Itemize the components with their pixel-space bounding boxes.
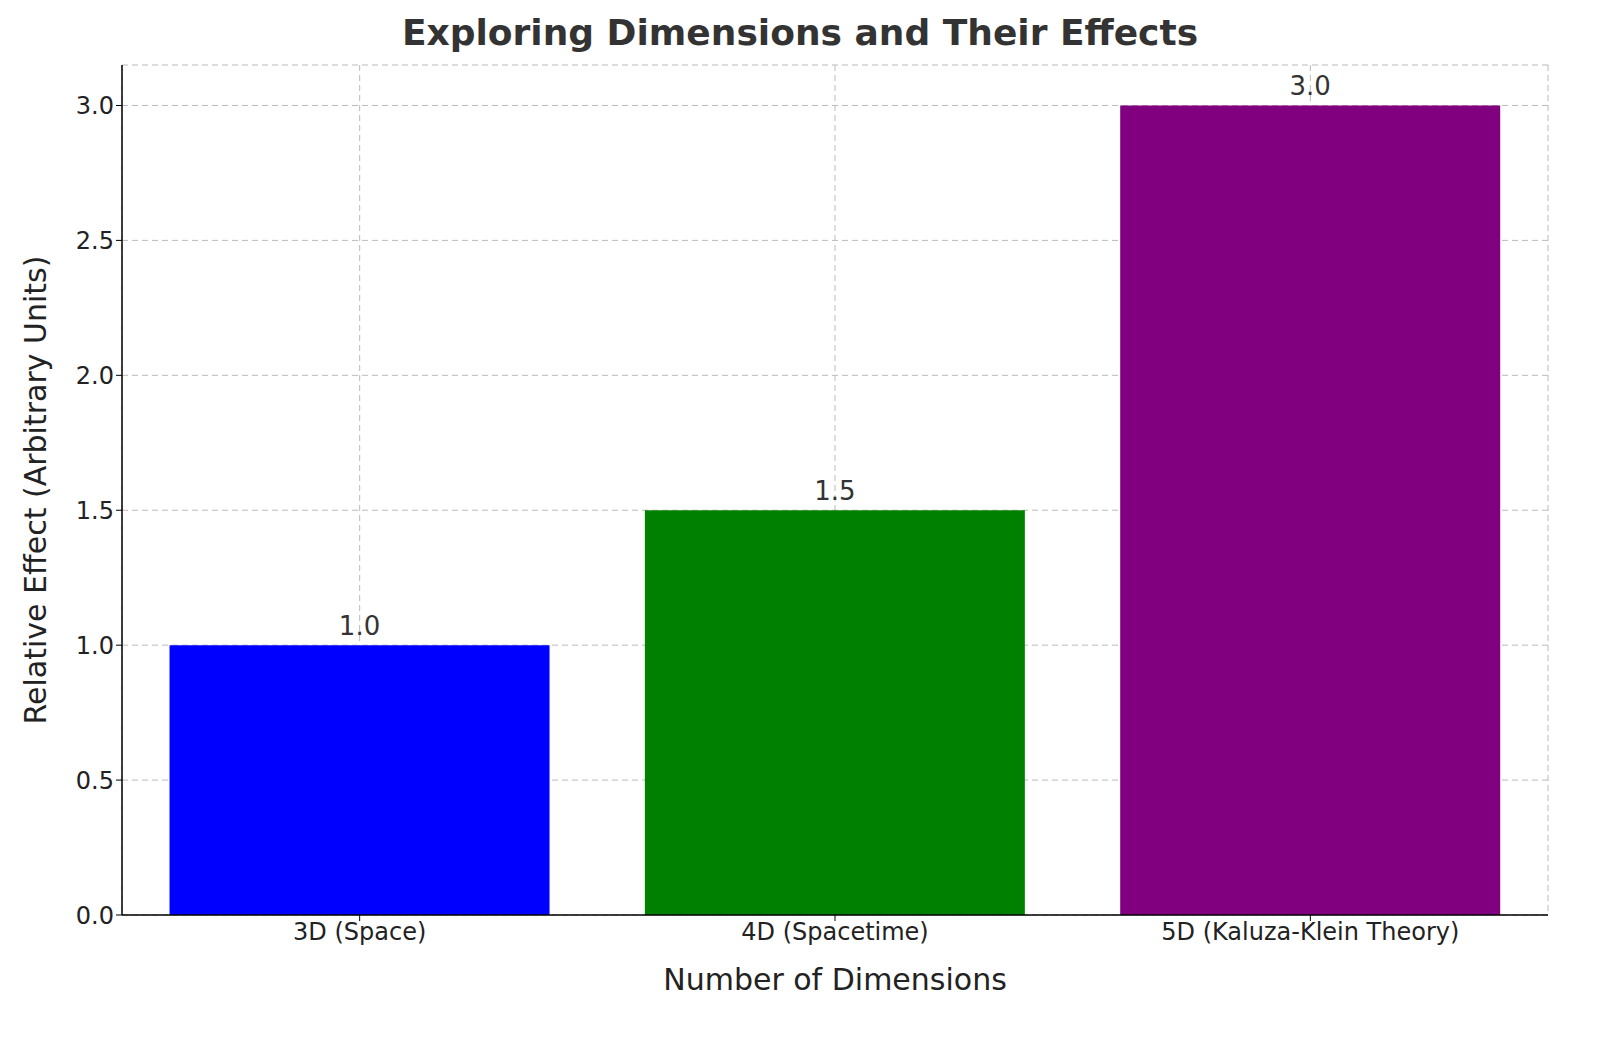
- html-text:Number of Dimensions: Number of Dimensions: [663, 962, 1007, 997]
- svg-text:1.0: 1.0: [339, 611, 380, 641]
- svg-text:1.5: 1.5: [76, 497, 114, 525]
- svg-text:3.0: 3.0: [1290, 71, 1331, 101]
- svg-text:4D (Spacetime): 4D (Spacetime): [741, 918, 928, 946]
- svg-text:3D (Space): 3D (Space): [293, 918, 426, 946]
- html-text:Exploring Dimensions and Their: Exploring Dimensions and Their Effects: [401, 12, 1199, 53]
- svg-text:3.0: 3.0: [76, 92, 114, 120]
- svg-text:0.5: 0.5: [76, 767, 114, 795]
- svg-text:1.5: 1.5: [814, 476, 855, 506]
- html-text:Relative Effect (Arbitrary Uni: Relative Effect (Arbitrary Units): [17, 255, 53, 725]
- svg-text:2.5: 2.5: [76, 227, 114, 255]
- svg-text:0.0: 0.0: [76, 902, 114, 930]
- svg-text:2.0: 2.0: [76, 362, 114, 390]
- svg-text:1.0: 1.0: [76, 632, 114, 660]
- svg-text:5D (Kaluza-Klein Theory): 5D (Kaluza-Klein Theory): [1161, 918, 1459, 946]
